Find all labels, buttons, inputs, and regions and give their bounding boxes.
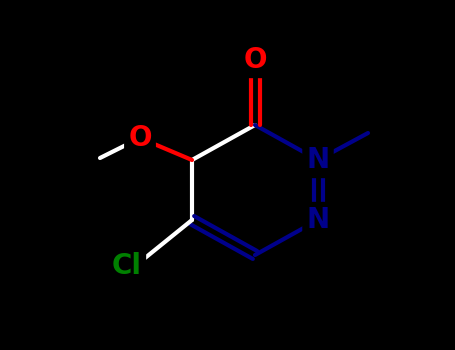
Text: O: O	[243, 46, 267, 74]
Text: N: N	[306, 206, 329, 234]
Text: O: O	[128, 124, 152, 152]
Text: Cl: Cl	[112, 252, 142, 280]
Text: N: N	[306, 146, 329, 174]
